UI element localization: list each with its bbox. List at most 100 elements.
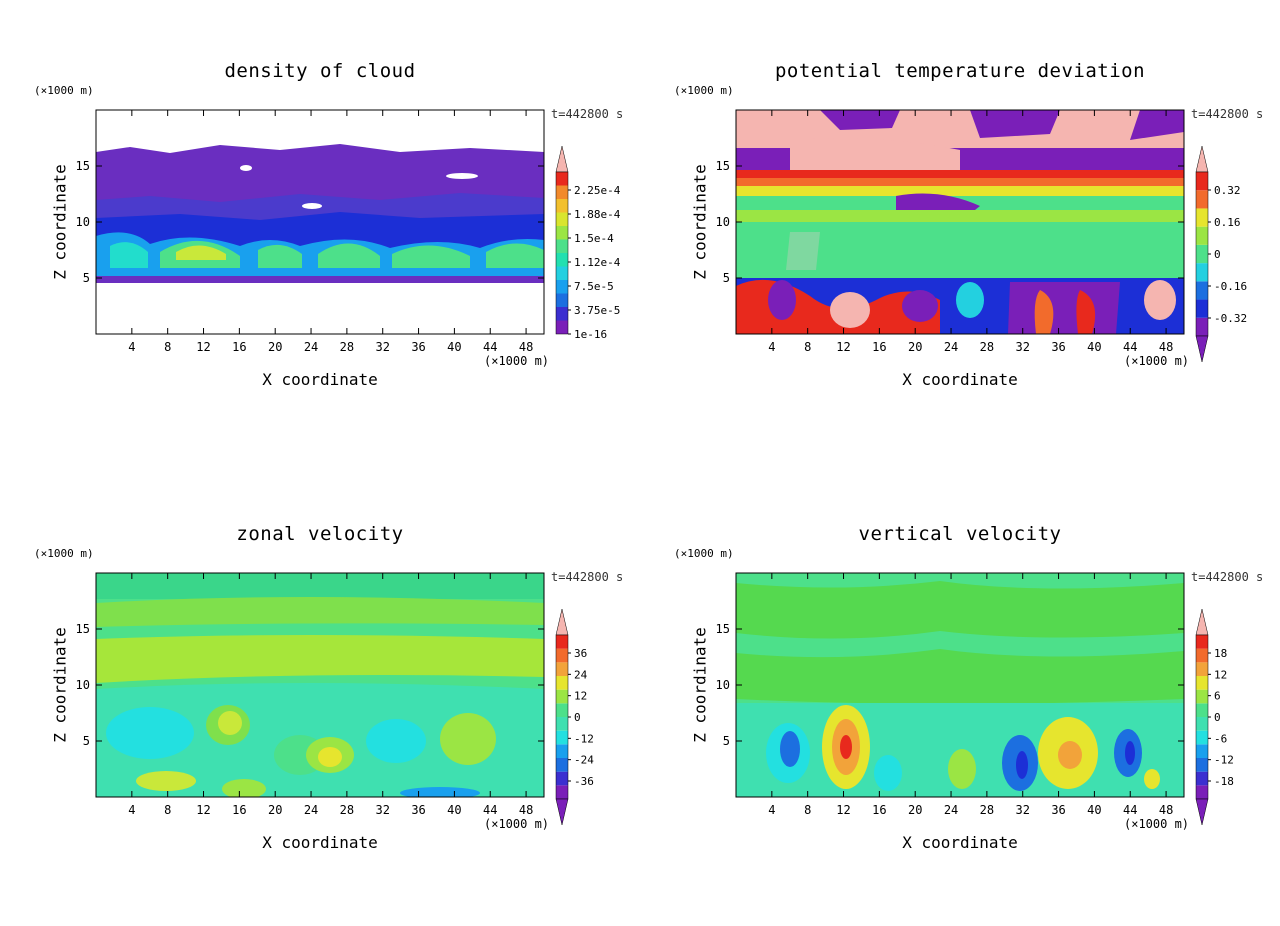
x-unit-label: (×1000 m) xyxy=(1124,817,1190,831)
x-axis-label: X coordinate xyxy=(902,370,1018,389)
colorbar-label: -18 xyxy=(1214,775,1234,788)
y-axis-label: Z coordinate xyxy=(690,164,710,280)
x-tick-label: 8 xyxy=(164,803,171,817)
colorbar-segment xyxy=(556,758,568,772)
colorbar-segment xyxy=(556,280,568,294)
colorbar-label: 0.32 xyxy=(1214,184,1241,197)
x-tick-label: 40 xyxy=(447,803,461,817)
colorbar-segment xyxy=(1196,226,1208,245)
colorbar-segment xyxy=(556,703,568,717)
y-tick-label: 5 xyxy=(83,734,90,748)
x-unit-label: (×1000 m) xyxy=(484,354,550,368)
time-label: t=442800 s xyxy=(1191,107,1264,121)
colorbar-segment xyxy=(556,172,568,186)
colorbar-label: -0.32 xyxy=(1214,312,1247,325)
z-unit-label: (×1000 m) xyxy=(674,84,734,97)
colorbar-label: 1e-16 xyxy=(574,328,607,341)
x-unit-label: (×1000 m) xyxy=(484,817,550,831)
chart-title: vertical velocity xyxy=(858,523,1062,545)
colorbar-segment xyxy=(556,212,568,226)
colorbar-segment xyxy=(1196,244,1208,264)
colorbar-segment xyxy=(556,239,568,253)
x-tick-label: 8 xyxy=(164,340,171,354)
x-tick-label: 44 xyxy=(1123,340,1137,354)
chart-title: potential temperature deviation xyxy=(774,60,1146,82)
x-axis-label: X coordinate xyxy=(902,833,1018,852)
x-tick-label: 40 xyxy=(1087,340,1101,354)
colorbar-segment xyxy=(556,266,568,280)
colorbar-segment xyxy=(1196,689,1208,704)
colorbar-segment xyxy=(556,771,568,786)
colorbar-max-arrow xyxy=(1195,608,1209,636)
colorbar-label: -36 xyxy=(574,775,594,788)
x-tick-label: 28 xyxy=(980,803,994,817)
colorbar-label: 0 xyxy=(574,711,581,724)
colorbar-segment xyxy=(1196,662,1208,676)
colorbar-segment xyxy=(556,785,568,799)
x-tick-label: 28 xyxy=(340,340,354,354)
colorbar-segment xyxy=(1196,281,1208,300)
x-tick-label: 48 xyxy=(1159,340,1173,354)
x-tick-label: 32 xyxy=(1015,340,1029,354)
x-tick-label: 48 xyxy=(519,340,533,354)
colorbar-label: 1.5e-4 xyxy=(574,232,614,245)
y-axis-label: Z coordinate xyxy=(690,627,710,743)
x-unit-label: (×1000 m) xyxy=(1124,354,1190,368)
time-label: t=442800 s xyxy=(551,570,624,584)
colorbar: 2.25e-4 1.88e-4 1.5e-4 1.12e-4 7.5e-5 3.75e-5… xyxy=(555,145,621,341)
colorbar-segment xyxy=(1196,676,1208,690)
x-tick-label: 44 xyxy=(483,803,497,817)
colorbar-segment xyxy=(1196,190,1208,209)
colorbar-segment xyxy=(556,662,568,676)
colorbar-segment xyxy=(556,717,568,731)
colorbar-segment xyxy=(1196,785,1208,799)
colorbar-max-arrow xyxy=(555,608,569,636)
chart-panel-zonal-velocity: 4 8 12 16 20 24 28 32 36 40 44 48 5 10 15 36 24 12 0 -12-… xyxy=(0,463,640,926)
x-tick-label: 4 xyxy=(128,340,135,354)
colorbar-segment xyxy=(556,226,568,240)
colorbar-segment xyxy=(1196,758,1208,772)
z-unit-label: (×1000 m) xyxy=(674,547,734,560)
colorbar-segment xyxy=(556,648,568,663)
colorbar-label: -12 xyxy=(1214,754,1234,767)
colorbar-segment xyxy=(556,689,568,704)
y-tick-label: 10 xyxy=(76,678,90,692)
colorbar-min-arrow xyxy=(1195,798,1209,826)
y-tick-label: 15 xyxy=(716,159,730,173)
colorbar-min-arrow xyxy=(555,798,569,826)
colorbar-segment xyxy=(556,293,568,307)
colorbar-segment xyxy=(556,185,568,199)
x-tick-label: 20 xyxy=(908,803,922,817)
y-tick-label: 5 xyxy=(83,271,90,285)
x-tick-label: 28 xyxy=(340,803,354,817)
time-label: t=442800 s xyxy=(1191,570,1264,584)
z-unit-label: (×1000 m) xyxy=(34,547,94,560)
colorbar-segment xyxy=(556,744,568,758)
colorbar-label: 7.5e-5 xyxy=(574,280,614,293)
colorbar-segment xyxy=(556,199,568,213)
time-label: t=442800 s xyxy=(551,107,624,121)
y-tick-label: 10 xyxy=(716,678,730,692)
colorbar-segment xyxy=(1196,771,1208,786)
x-tick-label: 4 xyxy=(768,803,775,817)
colorbar-segment xyxy=(1196,730,1208,745)
x-tick-label: 12 xyxy=(836,803,850,817)
chart-panel-cloud-density: 4 8 12 16 20 24 28 32 36 40 44 48 5 10 15 2.25e-4 1.88… xyxy=(0,0,640,463)
x-tick-label: 40 xyxy=(1087,803,1101,817)
x-tick-label: 8 xyxy=(804,803,811,817)
colorbar-min-arrow xyxy=(1195,335,1209,363)
colorbar-label: -24 xyxy=(574,754,594,767)
colorbar-label: -0.16 xyxy=(1214,280,1247,293)
colorbar-segment xyxy=(556,307,568,321)
colorbar-segment xyxy=(556,320,568,334)
x-tick-label: 32 xyxy=(375,340,389,354)
x-tick-label: 48 xyxy=(1159,803,1173,817)
colorbar-max-arrow xyxy=(1195,145,1209,173)
colorbar-label: 1.88e-4 xyxy=(574,208,621,221)
y-ticks: 5 10 15 xyxy=(716,159,1184,285)
chart-title: density of cloud xyxy=(224,60,416,82)
y-tick-label: 15 xyxy=(716,622,730,636)
x-tick-label: 4 xyxy=(768,340,775,354)
colorbar: 0.32 0.16 0 -0.16 -0.32 xyxy=(1195,145,1247,363)
colorbar-label: 3.75e-5 xyxy=(574,304,620,317)
